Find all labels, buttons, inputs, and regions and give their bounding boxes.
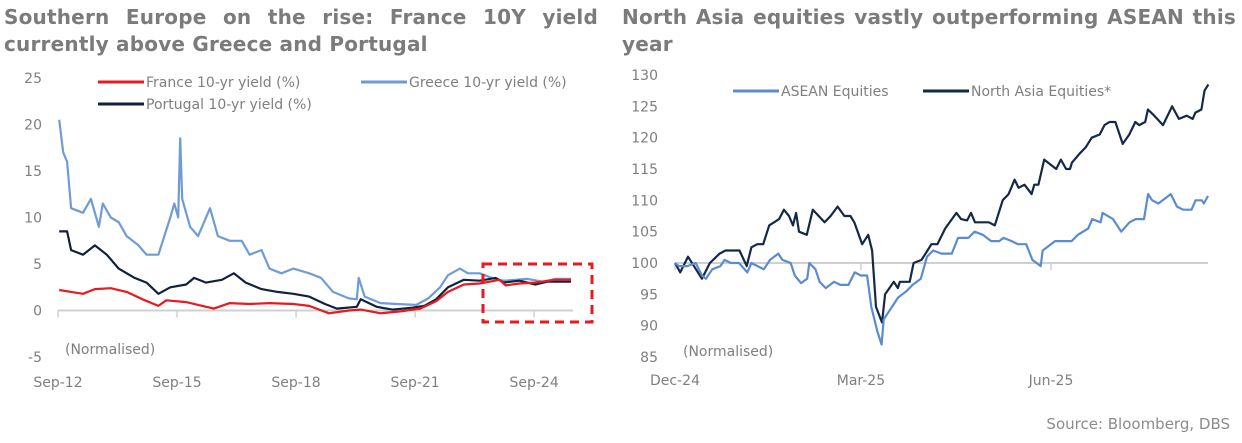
- series-line-north-asia-equities-: [674, 83, 1210, 324]
- legend-label: North Asia Equities*: [971, 84, 1111, 100]
- y-tick-label: 120: [631, 131, 658, 147]
- x-tick-label: Jun-25: [1028, 373, 1074, 389]
- x-tick-label: Sep-12: [33, 375, 82, 391]
- x-tick-label: Sep-15: [152, 375, 201, 391]
- x-tick-label: Sep-24: [509, 375, 558, 391]
- right-chart-title: North Asia equities vastly outperforming…: [622, 5, 1236, 56]
- y-tick-label: 0: [33, 304, 42, 320]
- x-tick-label: Sep-21: [390, 375, 439, 391]
- normalised-note: (Normalised): [683, 344, 773, 360]
- normalised-note: (Normalised): [65, 342, 155, 358]
- legend-label: France 10-yr yield (%): [146, 75, 300, 91]
- y-tick-label: 25: [24, 71, 42, 87]
- y-tick-label: 115: [631, 162, 658, 178]
- series-line-greece-10-yr-yield-: [58, 119, 571, 306]
- y-tick-label: 105: [631, 225, 658, 241]
- series-line-portugal-10-yr-yield-: [59, 230, 571, 311]
- x-tick-label: Mar-25: [837, 373, 885, 389]
- x-tick-label: Sep-18: [271, 375, 320, 391]
- y-tick-label: -5: [28, 350, 42, 366]
- y-tick-label: 20: [24, 118, 42, 134]
- y-tick-label: 100: [631, 256, 658, 272]
- legend-label: Portugal 10-yr yield (%): [146, 97, 312, 113]
- series-line-france-10-yr-yield-: [59, 278, 571, 315]
- y-tick-label: 10: [24, 211, 42, 227]
- left-chart-title: Southern Europe on the rise: France 10Y …: [4, 5, 598, 56]
- y-tick-label: 5: [33, 257, 42, 273]
- y-tick-label: 110: [631, 193, 658, 209]
- y-tick-label: 130: [631, 68, 658, 84]
- series-line-asean-equities: [674, 193, 1209, 346]
- highlight-box: [481, 262, 594, 324]
- y-tick-label: 85: [640, 350, 658, 366]
- x-tick-label: Dec-24: [650, 373, 700, 389]
- legend-label: ASEAN Equities: [781, 84, 889, 100]
- y-tick-label: 15: [24, 164, 42, 180]
- y-tick-label: 90: [640, 319, 658, 335]
- y-tick-label: 125: [631, 99, 658, 115]
- source-note: Source: Bloomberg, DBS: [1046, 415, 1230, 433]
- y-tick-label: 95: [640, 287, 658, 303]
- legend-label: Greece 10-yr yield (%): [409, 75, 567, 91]
